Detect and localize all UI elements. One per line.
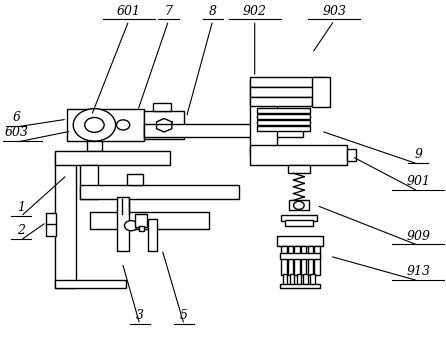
Circle shape <box>293 201 304 209</box>
Text: 901: 901 <box>406 175 430 188</box>
Bar <box>277 236 323 246</box>
Circle shape <box>116 120 130 130</box>
Bar <box>117 197 129 251</box>
Text: 9: 9 <box>414 148 422 161</box>
Bar <box>281 246 286 275</box>
Text: 2: 2 <box>17 224 25 237</box>
Bar <box>288 165 310 173</box>
Bar <box>55 280 126 288</box>
Bar <box>281 253 320 260</box>
Text: 5: 5 <box>180 309 188 322</box>
Bar <box>312 77 330 107</box>
Bar <box>308 246 313 275</box>
Bar <box>250 79 277 156</box>
Bar <box>310 274 315 287</box>
Bar <box>257 108 310 113</box>
Bar <box>153 103 171 111</box>
Bar <box>294 246 300 275</box>
Bar <box>257 126 310 131</box>
Bar <box>67 109 145 141</box>
Text: 7: 7 <box>165 5 173 18</box>
Bar <box>148 219 157 251</box>
Bar <box>87 141 103 151</box>
Bar <box>297 274 301 287</box>
Bar <box>145 111 184 140</box>
Circle shape <box>124 221 138 231</box>
Bar <box>145 124 303 137</box>
Bar <box>136 214 147 227</box>
Bar <box>290 274 294 287</box>
Bar <box>80 185 239 199</box>
Bar <box>55 150 170 165</box>
Bar <box>257 114 310 119</box>
Text: 913: 913 <box>406 265 430 278</box>
Bar <box>250 97 312 106</box>
Bar <box>250 87 319 97</box>
Bar <box>250 77 326 87</box>
Text: 909: 909 <box>406 229 430 242</box>
Text: 1: 1 <box>17 201 25 214</box>
Bar <box>127 174 144 185</box>
Text: 601: 601 <box>117 5 141 18</box>
Bar <box>139 226 145 231</box>
Bar <box>250 145 347 165</box>
Bar <box>301 246 306 275</box>
Bar <box>283 274 287 287</box>
Text: 902: 902 <box>243 5 267 18</box>
Bar <box>303 274 308 287</box>
Bar <box>257 120 310 125</box>
Bar <box>46 213 56 236</box>
Bar <box>347 148 356 161</box>
Bar <box>289 200 309 210</box>
Bar <box>288 246 293 275</box>
Bar <box>281 214 317 221</box>
Bar <box>80 165 98 199</box>
Text: 8: 8 <box>209 5 217 18</box>
Text: 3: 3 <box>136 309 144 322</box>
Text: 6: 6 <box>12 111 20 124</box>
Circle shape <box>73 109 116 141</box>
Bar <box>285 220 313 226</box>
Bar <box>90 212 209 229</box>
Bar <box>281 284 320 288</box>
Bar <box>55 153 76 288</box>
Text: 903: 903 <box>322 5 346 18</box>
Text: 603: 603 <box>4 127 28 140</box>
Bar <box>314 246 320 275</box>
Circle shape <box>85 118 104 132</box>
